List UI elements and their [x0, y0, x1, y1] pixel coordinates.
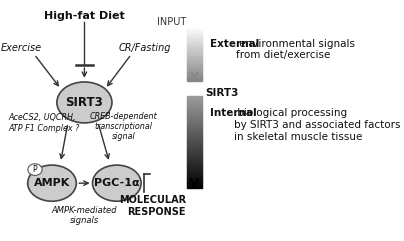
Text: AMPK: AMPK — [34, 178, 70, 188]
Text: CR/Fasting: CR/Fasting — [118, 43, 170, 53]
Text: Exercise: Exercise — [1, 43, 42, 53]
Ellipse shape — [93, 165, 141, 201]
Text: INPUT: INPUT — [157, 17, 186, 27]
Text: biological processing
by SIRT3 and associated factors
in skeletal muscle tissue: biological processing by SIRT3 and assoc… — [234, 108, 401, 142]
Ellipse shape — [28, 164, 42, 175]
Text: AMPK-mediated
signals: AMPK-mediated signals — [52, 206, 117, 225]
Ellipse shape — [28, 165, 76, 201]
Text: AceCS2, UQCRH,
ATP F1 Complex ?: AceCS2, UQCRH, ATP F1 Complex ? — [8, 113, 80, 133]
Text: MOLECULAR
RESPONSE: MOLECULAR RESPONSE — [119, 195, 186, 217]
Text: environmental signals
from diet/exercise: environmental signals from diet/exercise — [236, 39, 356, 60]
Text: PGC-1α: PGC-1α — [94, 178, 140, 188]
Text: CREB-dependent
transcriptional
signal: CREB-dependent transcriptional signal — [89, 112, 157, 141]
Text: Internal: Internal — [210, 108, 257, 118]
Ellipse shape — [57, 82, 112, 123]
Text: External: External — [210, 39, 259, 48]
Text: SIRT3: SIRT3 — [65, 96, 103, 109]
Text: SIRT3: SIRT3 — [205, 88, 238, 98]
Text: P: P — [33, 165, 37, 174]
Text: High-fat Diet: High-fat Diet — [44, 11, 125, 21]
